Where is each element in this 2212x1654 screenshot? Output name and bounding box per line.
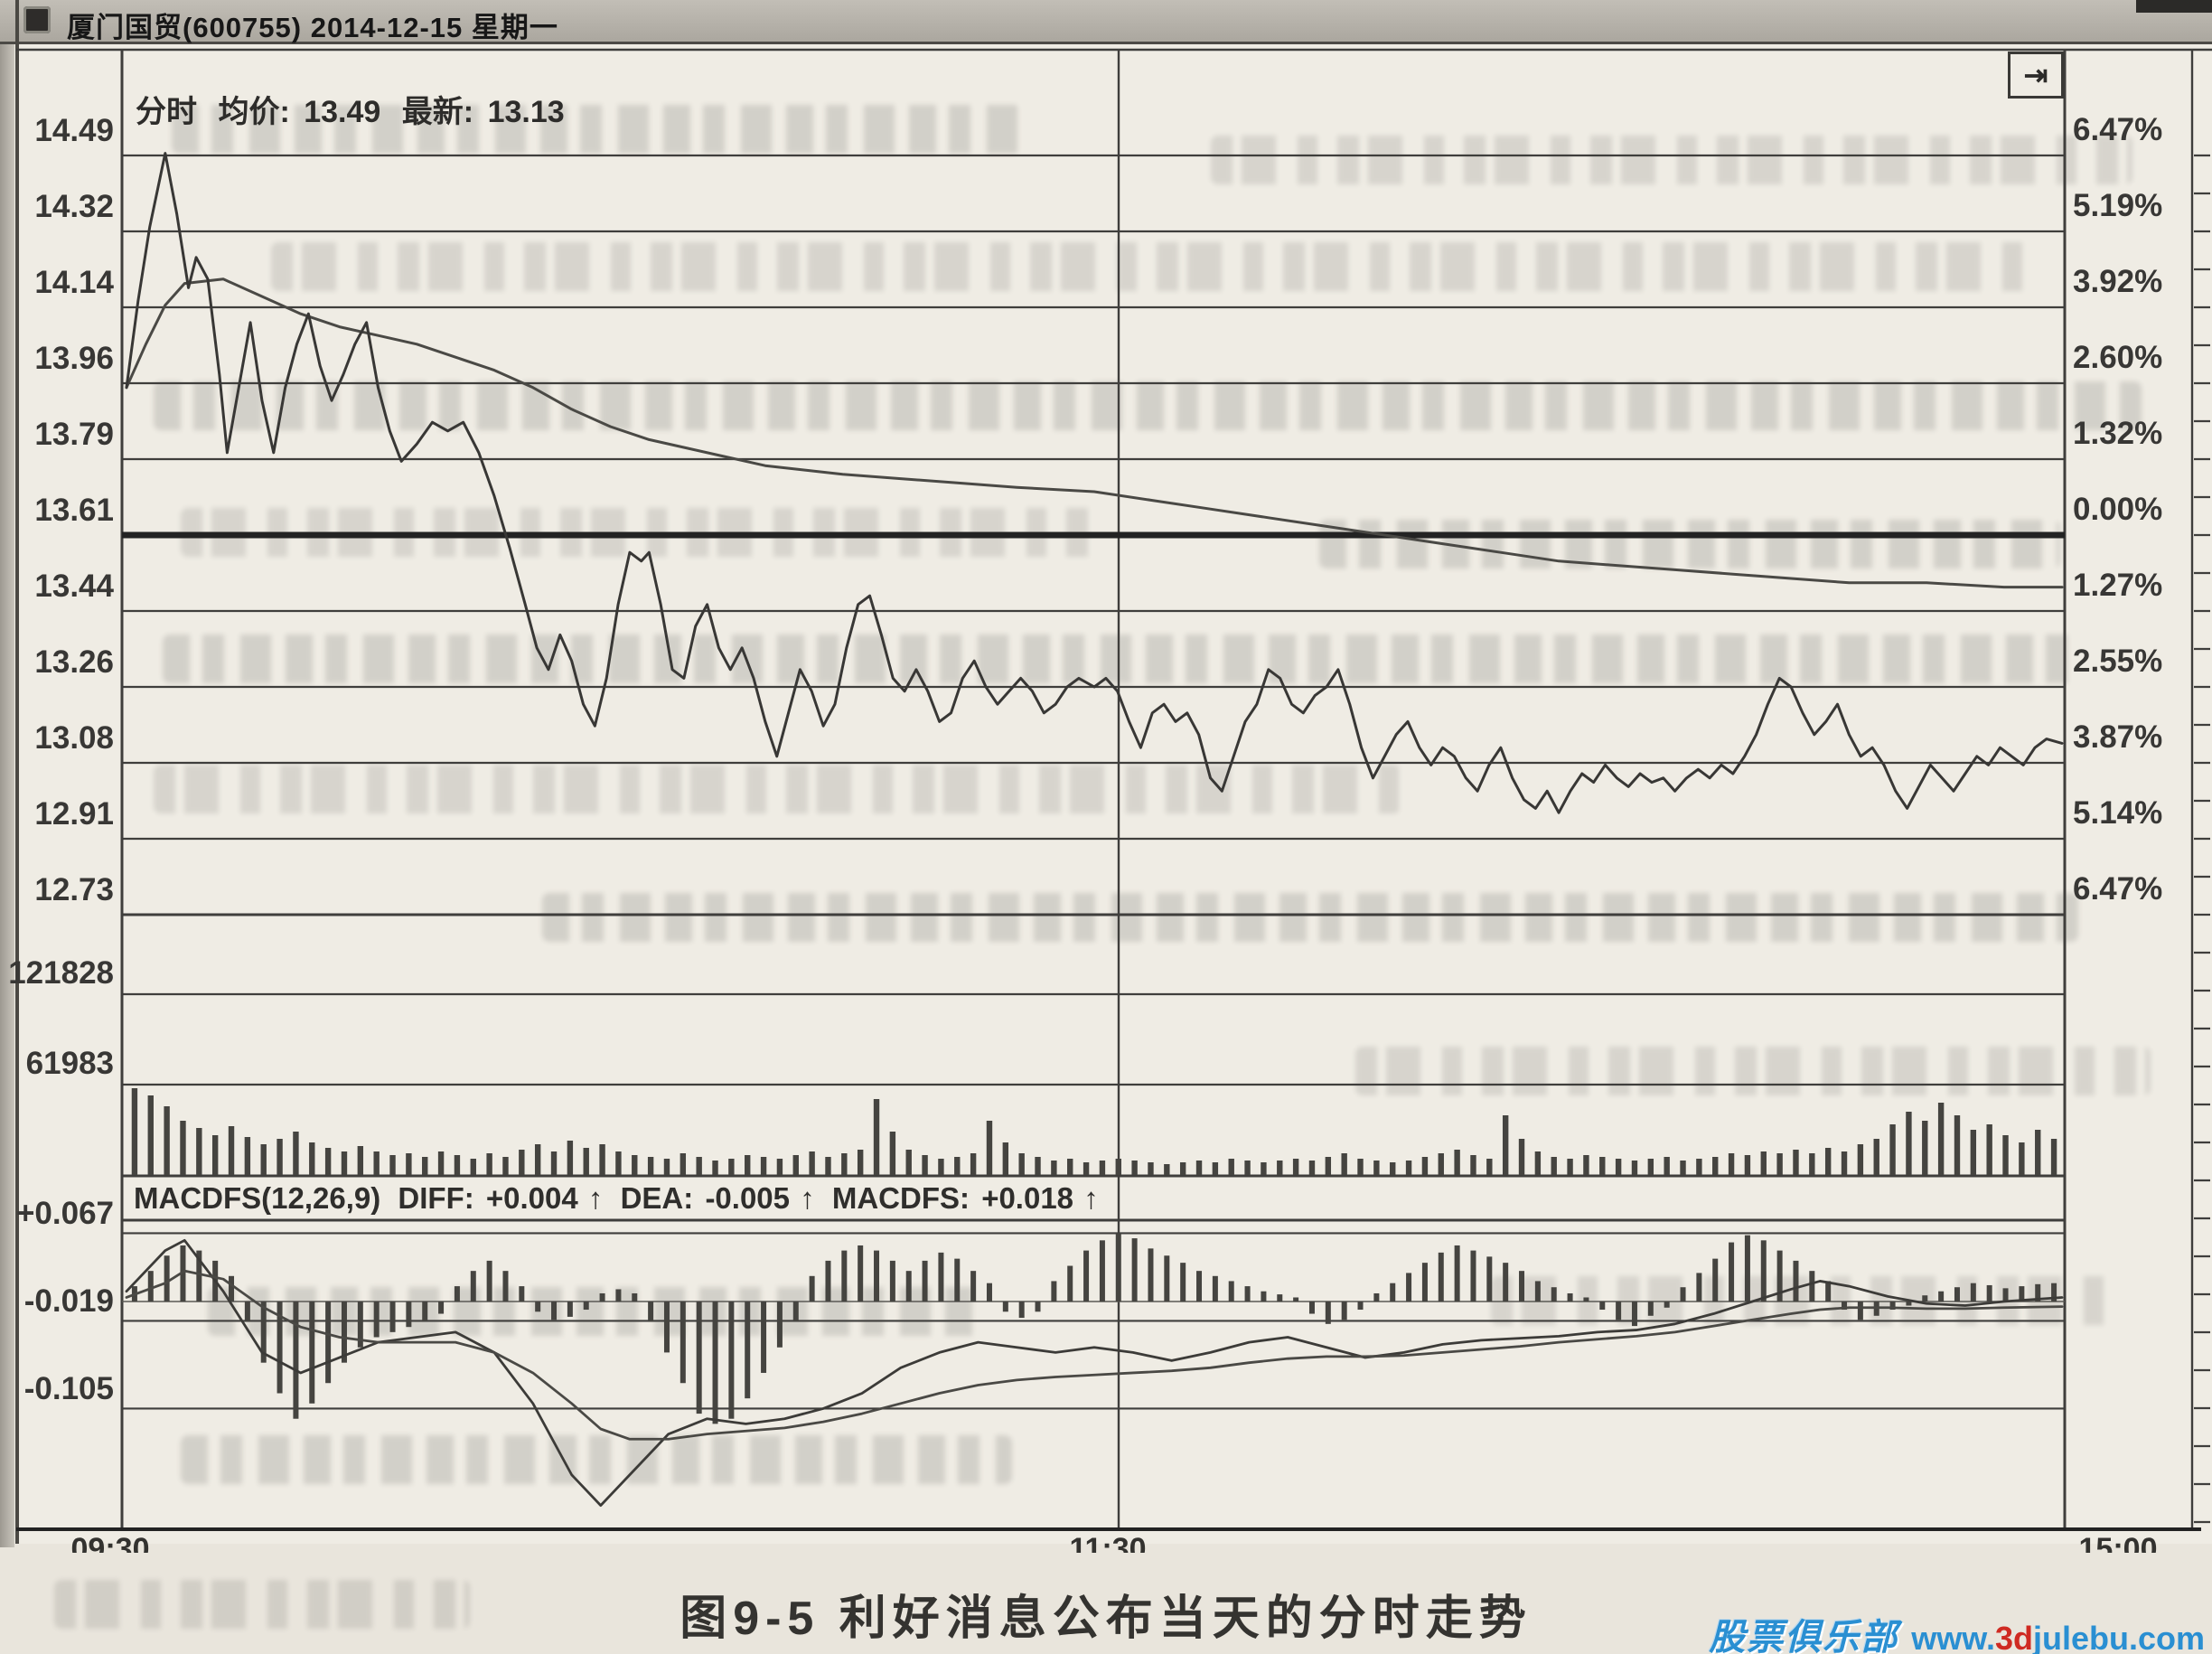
scan-artifact [2136,0,2212,13]
avg-price-value: 13.49 [304,95,381,129]
time-label-open: 09:30 [70,1532,150,1553]
last-price-label: 最新: [401,95,474,129]
watermark-brand: 股票俱乐部 [1709,1618,1899,1654]
watermark-url-domain: julebu.com [2032,1620,2205,1654]
time-label-close: 15:00 [2078,1532,2158,1553]
page-showthrough [154,765,1401,813]
chart-background [14,42,2212,1544]
percent-axis-label: 2.55% [2073,644,2163,679]
macd-axis-label: +0.067 [15,1196,114,1232]
volume-axis-label: 121828 [8,955,114,991]
time-label-noon: 11:30 [1069,1532,1147,1553]
percent-axis-label: 0.00% [2073,492,2163,527]
macd-info-strip: MACDFS(12,26,9) DIFF: +0.004 ↑ DEA: -0.0… [134,1181,1108,1216]
watermark-url-www: www. [1911,1620,1995,1654]
macd-histogram [131,1233,2057,1424]
diff-label: DIFF: [398,1181,474,1215]
price-axis-label: 14.49 [34,113,114,148]
macd-value: +0.018 [981,1181,1074,1215]
price-axis-label: 12.91 [34,796,114,832]
page-showthrough [1211,136,2132,184]
percent-axis-label: 2.60% [2073,340,2163,375]
price-lines [125,152,2064,814]
percent-axis-label: 1.32% [2073,416,2163,451]
window-title: 厦门国贸(600755) 2014-12-15 星期一 [67,12,558,43]
window-icon [23,6,51,33]
price-axis-label: 14.14 [34,265,114,300]
macd-axis-label: -0.105 [23,1371,114,1407]
percent-axis-label: 3.92% [2073,264,2163,299]
price-axis-label: 12.73 [34,872,114,907]
macd-up-arrow-icon: ↑ [1083,1181,1099,1215]
macd-indicator-name: MACDFS(12,26,9) [134,1181,381,1215]
macd-label: MACDFS: [831,1181,970,1215]
price-axis-label: 13.44 [34,569,114,604]
avg-price-label: 均价: [218,95,290,129]
macd-lines [125,1238,2064,1507]
page-showthrough [271,242,2042,291]
page-showthrough [181,1435,1012,1484]
figure-caption: 图9-5 利好消息公布当天的分时走势 [680,1593,1532,1645]
price-axis-label: 14.32 [34,189,114,224]
time-axis: 09:30 11:30 15:00 [0,1532,2212,1553]
price-axis-label: 13.79 [34,417,114,452]
dea-label: DEA: [620,1181,694,1215]
dea-value: -0.005 [705,1181,791,1215]
page-showthrough [54,1580,470,1629]
page-showthrough [163,634,2078,683]
page-showthrough [154,381,2142,430]
percent-axis-label: 6.47% [2073,112,2163,147]
percent-axis-label: 5.14% [2073,795,2163,831]
page-gutter-shadow [0,0,14,1547]
jump-to-end-button[interactable]: ⇥ [2008,52,2064,99]
percent-axis-label: 5.19% [2073,188,2163,223]
dea-up-arrow-icon: ↑ [800,1181,815,1215]
price-axis-label: 13.26 [34,644,114,680]
volume-axis-label: 61983 [25,1046,114,1081]
percent-axis-label: 6.47% [2073,871,2163,907]
percent-axis-label: 1.27% [2073,568,2163,603]
price-axis-label: 13.08 [34,720,114,756]
page-showthrough [172,105,1021,154]
pane-label: 分时 [136,95,197,129]
diff-value: +0.004 [485,1181,578,1215]
volume-bars [131,1088,2057,1175]
volume-gridlines [122,992,2065,1086]
page-showthrough [1355,1047,2151,1095]
macd-gridlines [122,1232,2065,1410]
right-scale-ticks [2194,154,2210,1524]
last-price-value: 13.13 [487,95,565,129]
watermark-url-3d: 3d [1994,1620,2033,1654]
percent-axis-label: 3.87% [2073,719,2163,755]
price-axis-label: 13.96 [34,341,114,376]
window-titlebar[interactable]: 厦门国贸(600755) 2014-12-15 星期一 [0,0,2212,44]
page-showthrough [542,893,2078,942]
diff-up-arrow-icon: ↑ [587,1181,604,1215]
page-showthrough [208,1287,985,1336]
price-gridlines [122,154,2065,916]
price-info-strip: 分时 均价: 13.49 最新: 13.13 [136,87,577,131]
price-axis-label: 13.61 [34,493,114,528]
site-watermark: 股票俱乐部 www.3djulebu.com [1709,1608,2205,1654]
skip-to-end-icon: ⇥ [2023,59,2048,91]
macd-axis-label: -0.019 [23,1283,114,1320]
